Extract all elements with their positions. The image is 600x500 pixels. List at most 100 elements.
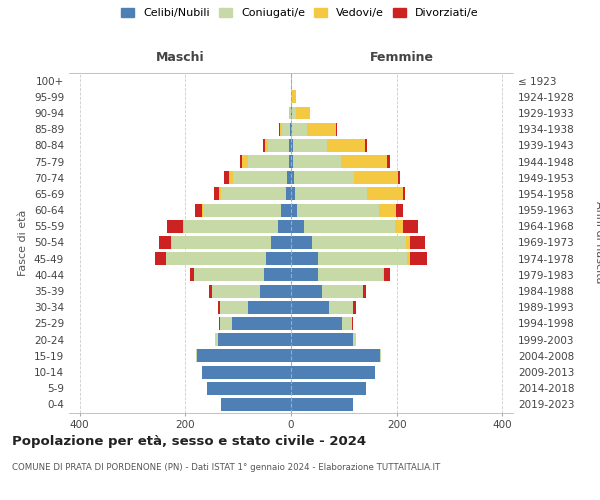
- Bar: [342, 317, 352, 330]
- Bar: [263, 139, 265, 152]
- Bar: [278, 220, 291, 233]
- Bar: [291, 350, 380, 362]
- Bar: [292, 106, 296, 120]
- Bar: [353, 301, 356, 314]
- Bar: [355, 172, 398, 184]
- Bar: [336, 122, 337, 136]
- Bar: [291, 139, 293, 152]
- Bar: [327, 139, 365, 152]
- Bar: [353, 333, 356, 346]
- Bar: [292, 122, 307, 136]
- Text: COMUNE DI PRATA DI PORDENONE (PN) - Dati ISTAT 1° gennaio 2024 - Elaborazione TU: COMUNE DI PRATA DI PORDENONE (PN) - Dati…: [12, 462, 440, 471]
- Bar: [212, 284, 260, 298]
- Bar: [166, 252, 266, 265]
- Bar: [365, 139, 367, 152]
- Bar: [167, 220, 182, 233]
- Bar: [352, 317, 353, 330]
- Bar: [160, 236, 171, 249]
- Bar: [240, 155, 242, 168]
- Bar: [364, 284, 366, 298]
- Bar: [295, 188, 367, 200]
- Bar: [271, 236, 291, 249]
- Bar: [232, 317, 291, 330]
- Legend: Celibi/Nubili, Coniugati/e, Vedovi/e, Divorziati/e: Celibi/Nubili, Coniugati/e, Vedovi/e, Di…: [119, 6, 481, 20]
- Bar: [287, 172, 291, 184]
- Bar: [291, 122, 292, 136]
- Bar: [395, 220, 403, 233]
- Bar: [304, 220, 395, 233]
- Bar: [291, 236, 312, 249]
- Bar: [184, 220, 278, 233]
- Bar: [224, 172, 229, 184]
- Bar: [341, 155, 387, 168]
- Bar: [197, 350, 291, 362]
- Bar: [202, 366, 291, 378]
- Bar: [291, 220, 304, 233]
- Bar: [312, 236, 406, 249]
- Bar: [209, 284, 212, 298]
- Bar: [190, 268, 194, 281]
- Bar: [403, 220, 418, 233]
- Bar: [291, 172, 293, 184]
- Bar: [406, 236, 410, 249]
- Bar: [291, 398, 353, 411]
- Bar: [291, 106, 292, 120]
- Bar: [268, 139, 289, 152]
- Bar: [291, 382, 366, 394]
- Bar: [281, 204, 291, 216]
- Bar: [291, 284, 322, 298]
- Bar: [410, 236, 425, 249]
- Bar: [282, 122, 290, 136]
- Bar: [293, 172, 355, 184]
- Bar: [290, 106, 291, 120]
- Bar: [229, 172, 233, 184]
- Bar: [291, 366, 374, 378]
- Bar: [296, 106, 310, 120]
- Bar: [233, 172, 287, 184]
- Bar: [219, 317, 220, 330]
- Text: Popolazione per età, sesso e stato civile - 2024: Popolazione per età, sesso e stato civil…: [12, 435, 366, 448]
- Bar: [379, 204, 396, 216]
- Bar: [218, 301, 220, 314]
- Bar: [218, 188, 221, 200]
- Bar: [407, 252, 410, 265]
- Bar: [248, 155, 289, 168]
- Bar: [203, 204, 281, 216]
- Bar: [322, 284, 363, 298]
- Bar: [292, 90, 296, 104]
- Bar: [182, 220, 184, 233]
- Y-axis label: Anni di nascita: Anni di nascita: [594, 201, 600, 283]
- Bar: [220, 317, 232, 330]
- Bar: [291, 155, 293, 168]
- Bar: [265, 139, 268, 152]
- Bar: [367, 188, 403, 200]
- Bar: [398, 172, 400, 184]
- Text: Maschi: Maschi: [155, 51, 205, 64]
- Bar: [196, 204, 202, 216]
- Bar: [214, 188, 218, 200]
- Bar: [384, 268, 391, 281]
- Bar: [329, 301, 353, 314]
- Bar: [286, 188, 291, 200]
- Bar: [289, 155, 291, 168]
- Bar: [307, 122, 336, 136]
- Bar: [291, 90, 292, 104]
- Bar: [396, 204, 403, 216]
- Bar: [266, 252, 291, 265]
- Bar: [263, 268, 291, 281]
- Bar: [291, 333, 353, 346]
- Bar: [403, 188, 405, 200]
- Bar: [298, 204, 379, 216]
- Bar: [196, 350, 197, 362]
- Bar: [319, 252, 407, 265]
- Bar: [194, 268, 263, 281]
- Bar: [291, 74, 292, 87]
- Bar: [289, 139, 291, 152]
- Y-axis label: Fasce di età: Fasce di età: [19, 210, 28, 276]
- Bar: [155, 252, 166, 265]
- Bar: [280, 122, 282, 136]
- Bar: [248, 301, 291, 314]
- Bar: [291, 204, 298, 216]
- Bar: [410, 252, 427, 265]
- Bar: [242, 155, 248, 168]
